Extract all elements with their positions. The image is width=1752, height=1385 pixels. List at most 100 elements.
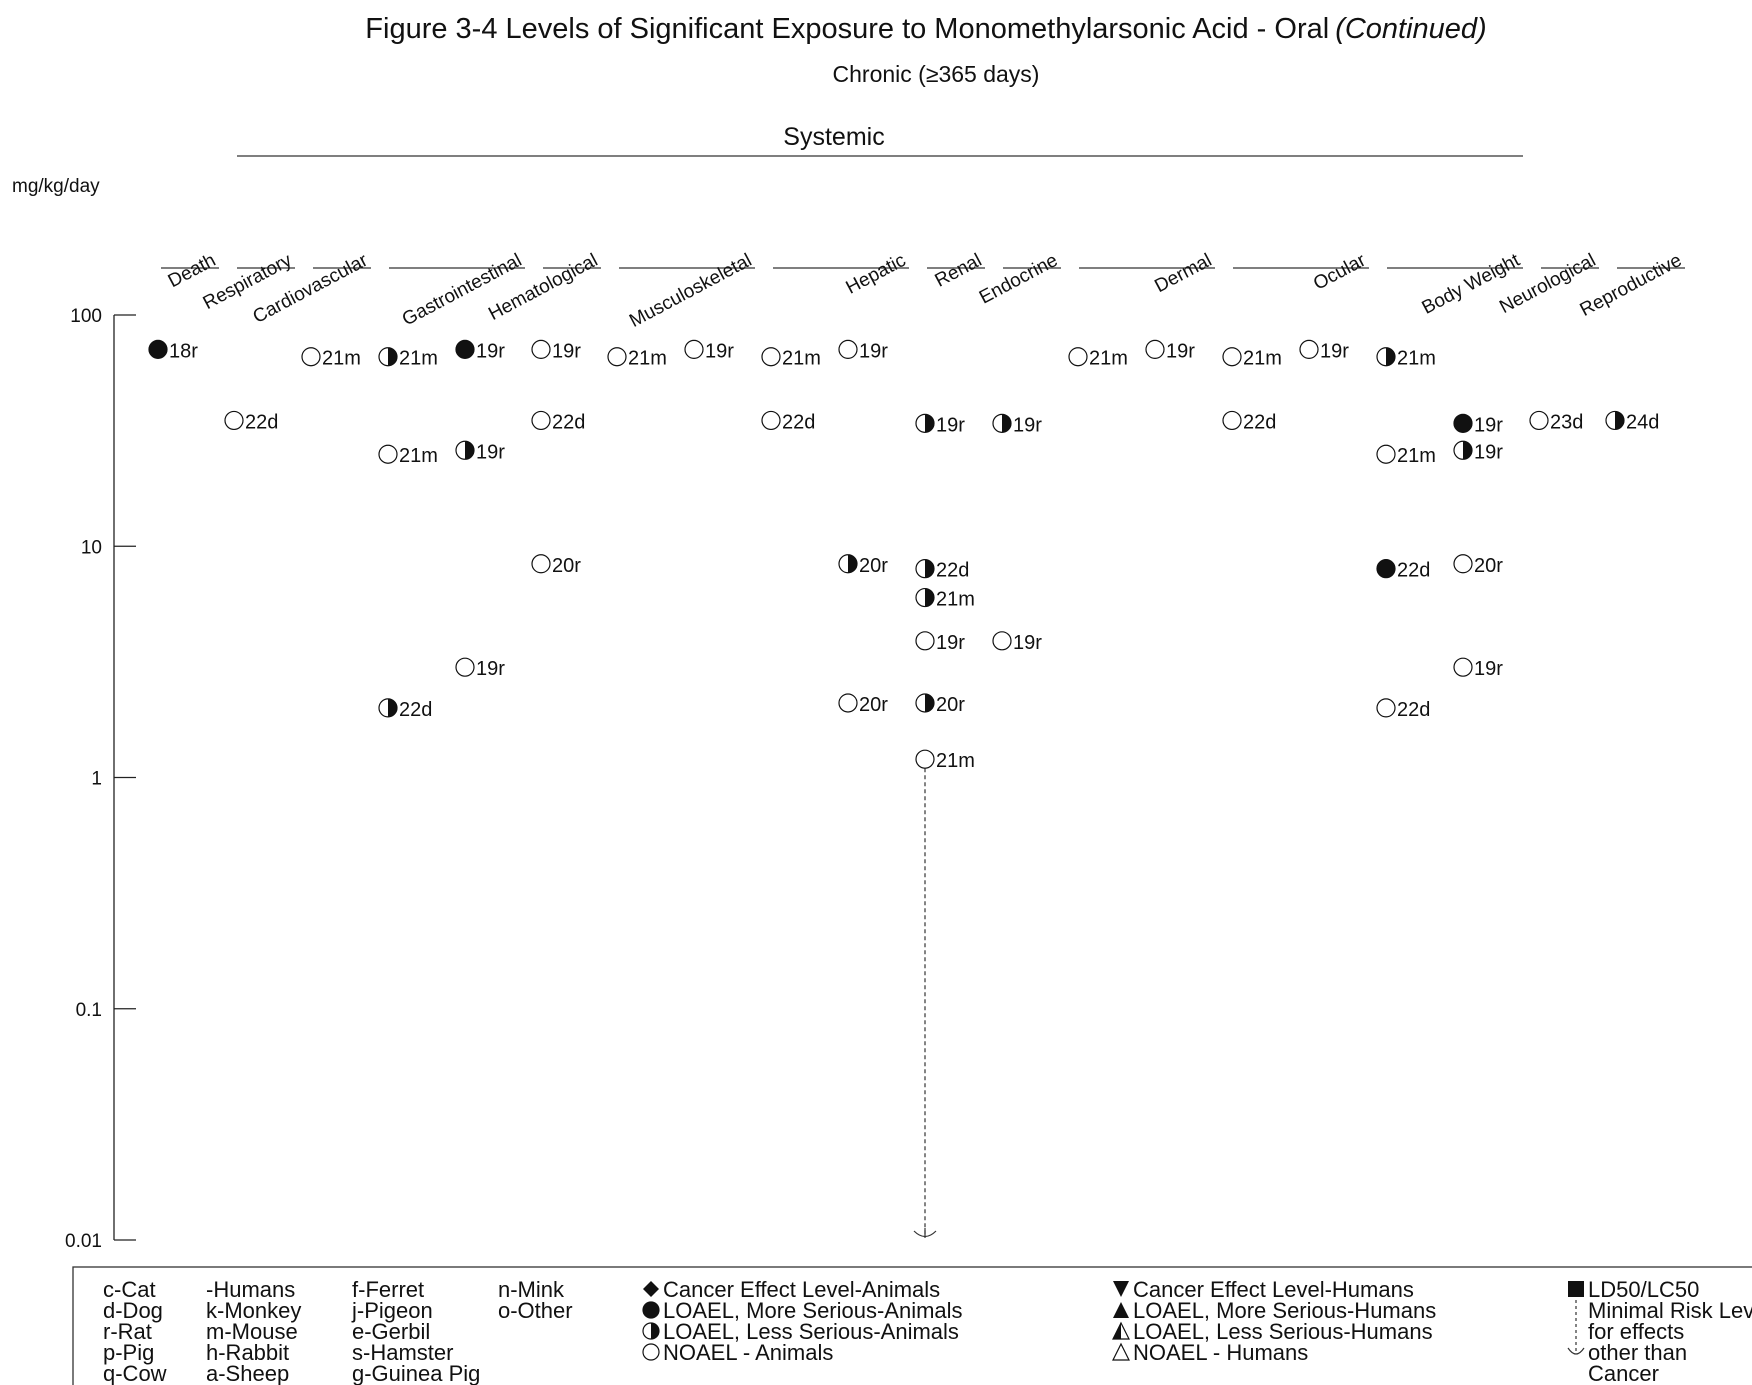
legend-humans-label-noael-humans: NOAEL - Humans	[1133, 1340, 1308, 1365]
y-axis-unit-label: mg/kg/day	[12, 176, 100, 197]
legend-species-d-dog: d-Dog	[103, 1298, 163, 1323]
y-axis: 100 10 1 0.1 0.01	[65, 306, 136, 1252]
legend: c-Cat -Humans f-Ferret n-Mink d-Dog k-Monkey j…	[72, 1266, 1752, 1385]
point-hepatic-19r	[838, 339, 858, 359]
point-body-weight-22d	[1376, 559, 1396, 579]
point-label-musculoskeletal-19r: 19r	[705, 340, 734, 362]
point-renal-20r	[915, 693, 935, 713]
point-label-hematological-20r: 20r	[552, 555, 581, 577]
data-points: 18r 22d 21m 21m 19r 21m 19r 19r 22d 19r 22d 20r 21m 1…	[148, 339, 1659, 772]
point-label-hepatic-20r: 20r	[859, 694, 888, 716]
point-endocrine-19r	[992, 631, 1012, 651]
point-label-body-weight-22d: 22d	[1397, 699, 1430, 721]
point-body-weight-20r	[1453, 554, 1473, 574]
legend-species-c-cat: c-Cat	[103, 1277, 156, 1302]
legend-animals-symbol-noael-animals	[642, 1343, 660, 1361]
point-hepatic-22d	[761, 410, 781, 431]
y-tick-label-10: 10	[81, 537, 102, 558]
point-label-body-weight-19r: 19r	[1474, 414, 1503, 436]
point-gastrointestinal-19r	[455, 339, 475, 359]
legend-species-p-pig: p-Pig	[103, 1340, 154, 1365]
point-label-renal-20r: 20r	[936, 694, 965, 716]
y-tick-label-0-01: 0.01	[65, 1231, 102, 1252]
point-body-weight-21m	[1376, 444, 1396, 464]
point-renal-19r	[915, 631, 935, 651]
y-tick-label-0-1: 0.1	[76, 1000, 102, 1021]
legend-species-g-guinea-pig: g-Guinea Pig	[352, 1361, 480, 1385]
y-tick-label-1: 1	[91, 769, 102, 790]
point-label-ocular-22d: 22d	[1243, 411, 1276, 433]
point-label-renal-21m: 21m	[936, 589, 975, 611]
point-label-hematological-22d: 22d	[552, 411, 585, 433]
category-label-musculoskeletal: Musculoskeletal	[626, 250, 755, 332]
legend-humans-label-cancer-effect-level-humans: Cancer Effect Level-Humans	[1133, 1277, 1414, 1302]
point-endocrine-19r	[992, 413, 1012, 433]
point-label-gastrointestinal-21m: 21m	[399, 445, 438, 467]
legend-animals-symbol-loael-more-serious-animals	[642, 1301, 660, 1319]
point-gastrointestinal-19r	[455, 440, 475, 460]
point-label-hepatic-20r: 20r	[859, 555, 888, 577]
point-label-hepatic-21m: 21m	[782, 348, 821, 370]
legend-species-a-sheep: a-Sheep	[206, 1361, 289, 1385]
point-label-endocrine-19r: 19r	[1013, 414, 1042, 436]
point-body-weight-19r	[1453, 413, 1473, 433]
systemic-group-label: Systemic	[783, 123, 884, 151]
point-label-renal-19r: 19r	[936, 632, 965, 654]
point-label-endocrine-19r: 19r	[1013, 632, 1042, 654]
point-body-weight-21m	[1376, 347, 1396, 367]
point-label-body-weight-21m: 21m	[1397, 445, 1436, 467]
legend-other-symbol-minimal-risk-level	[1567, 1300, 1585, 1355]
legend-other-label-for-effects: for effects	[1588, 1319, 1684, 1344]
point-renal-19r	[915, 413, 935, 433]
point-label-respiratory-22d: 22d	[245, 411, 278, 433]
point-renal-21m	[915, 587, 935, 608]
legend-other-symbol-ld50-lc50	[1568, 1281, 1584, 1297]
category-label-ocular: Ocular	[1310, 250, 1370, 295]
legend-animals-label-cancer-effect-level-animals: Cancer Effect Level-Animals	[663, 1277, 940, 1302]
point-gastrointestinal-21m	[378, 347, 398, 367]
legend-species-q-cow: q-Cow	[103, 1361, 167, 1385]
point-label-gastrointestinal-19r: 19r	[476, 441, 505, 463]
point-label-ocular-21m: 21m	[1243, 348, 1282, 370]
point-respiratory-22d	[224, 410, 244, 431]
legend-species-s-hamster: s-Hamster	[352, 1340, 453, 1365]
point-body-weight-19r	[1453, 440, 1473, 460]
legend-species-k-monkey: k-Monkey	[206, 1298, 301, 1323]
point-label-body-weight-19r: 19r	[1474, 441, 1503, 463]
point-gastrointestinal-19r	[455, 657, 475, 677]
point-hepatic-21m	[761, 347, 781, 367]
point-label-hepatic-22d: 22d	[782, 411, 815, 433]
point-label-gastrointestinal-19r: 19r	[476, 658, 505, 680]
point-label-gastrointestinal-22d: 22d	[399, 699, 432, 721]
category-label-endocrine: Endocrine	[976, 250, 1061, 309]
point-death-18r	[148, 339, 168, 359]
legend-species-e-gerbil: e-Gerbil	[352, 1319, 430, 1344]
point-label-renal-19r: 19r	[936, 414, 965, 436]
category-label-renal: Renal	[932, 250, 986, 292]
point-gastrointestinal-22d	[378, 698, 398, 718]
legend-animals-symbol-cancer-effect-level-animals	[643, 1281, 659, 1297]
legend-box	[72, 1266, 1752, 1385]
legend-humans-symbol-loael-less-serious-humans	[1112, 1321, 1130, 1340]
point-label-cardiovascular-21m: 21m	[322, 348, 361, 370]
point-body-weight-22d	[1376, 698, 1396, 718]
point-cardiovascular-21m	[301, 347, 321, 367]
point-label-body-weight-21m: 21m	[1397, 348, 1436, 370]
legend-species-humans: -Humans	[206, 1277, 295, 1302]
legend-species-o-other: o-Other	[498, 1298, 573, 1323]
legend-animals-label-loael-more-serious-animals: LOAEL, More Serious-Animals	[663, 1298, 963, 1323]
point-hepatic-20r	[838, 693, 858, 713]
mrl-indicator	[913, 768, 937, 1238]
category-label-death: Death	[165, 250, 220, 292]
category-label-dermal: Dermal	[1151, 250, 1215, 297]
legend-humans-label-loael-more-serious-humans: LOAEL, More Serious-Humans	[1133, 1298, 1436, 1323]
point-label-renal-22d: 22d	[936, 560, 969, 582]
legend-species-n-mink: n-Mink	[498, 1277, 565, 1302]
point-label-dermal-19r: 19r	[1166, 340, 1195, 362]
legend-other-label-minimal-risk-level: Minimal Risk Level	[1588, 1298, 1752, 1323]
point-neurological-23d	[1529, 410, 1549, 431]
point-dermal-19r	[1145, 339, 1165, 359]
point-hepatic-20r	[838, 554, 858, 574]
point-renal-21m	[915, 749, 935, 769]
